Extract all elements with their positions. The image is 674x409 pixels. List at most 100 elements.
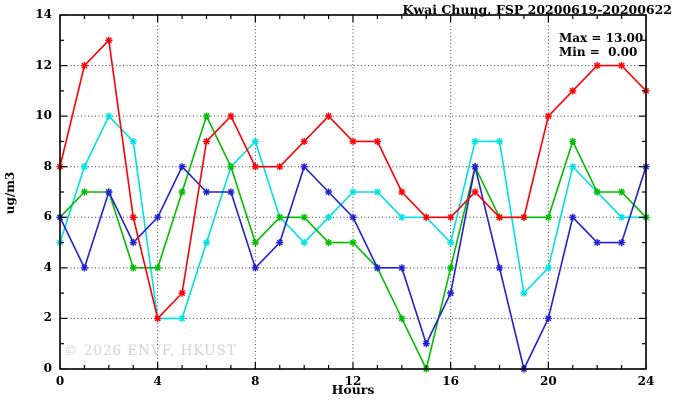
series-cyan-marker xyxy=(202,238,211,247)
series-red-marker xyxy=(251,163,259,171)
series-blue-marker xyxy=(276,238,284,247)
x-axis-label: Hours xyxy=(331,382,375,397)
series-green-marker xyxy=(398,314,406,323)
series-green-marker xyxy=(227,163,235,171)
series-blue-marker xyxy=(471,163,479,171)
series-red-marker xyxy=(178,289,186,297)
series-blue-marker xyxy=(227,188,235,196)
series-green-marker xyxy=(202,112,211,120)
series-green-marker xyxy=(251,238,259,247)
stats-block: Max = 13.00 Min = 0.00 xyxy=(559,31,643,59)
series-red-marker xyxy=(202,137,211,146)
series-green-marker xyxy=(178,188,186,196)
series-red-marker xyxy=(471,188,479,196)
series-green-marker xyxy=(349,238,357,247)
series-blue-marker xyxy=(80,264,89,272)
series-cyan-marker xyxy=(520,289,528,297)
series-red-marker xyxy=(422,213,430,221)
series-green-marker xyxy=(276,213,284,221)
y-tick-label: 2 xyxy=(43,310,52,325)
series-blue-marker xyxy=(617,238,626,247)
series-cyan-marker xyxy=(129,137,137,146)
series-blue-marker xyxy=(349,213,357,221)
series-blue-marker xyxy=(178,163,186,171)
series-green-marker xyxy=(544,213,552,221)
x-tick-label: 20 xyxy=(539,374,557,388)
x-tick-label: 0 xyxy=(55,374,65,388)
series-green-marker xyxy=(447,264,455,272)
series-cyan-marker xyxy=(178,314,186,323)
min-value-label: Min = 0.00 xyxy=(559,45,638,59)
series-green-marker xyxy=(300,213,308,221)
x-tick-label: 4 xyxy=(153,374,162,388)
series-blue-marker xyxy=(569,213,577,221)
series-blue-marker xyxy=(324,188,333,196)
y-tick-label: 4 xyxy=(43,259,52,274)
series-red-marker xyxy=(324,112,333,120)
series-cyan-marker xyxy=(544,264,552,272)
series-green-marker xyxy=(154,264,162,272)
series-red-marker xyxy=(80,61,89,70)
series-blue-marker xyxy=(495,264,504,272)
y-tick-label: 8 xyxy=(43,158,52,173)
series-blue-marker xyxy=(373,264,382,272)
x-tick-label: 24 xyxy=(637,374,655,388)
series-cyan-marker xyxy=(447,238,455,247)
series-red-marker xyxy=(349,137,357,146)
series-green-marker xyxy=(324,238,333,247)
series-cyan-marker xyxy=(105,112,113,120)
y-tick-label: 6 xyxy=(43,209,52,224)
series-red-marker xyxy=(520,213,528,221)
series-red-marker xyxy=(398,188,406,196)
series-cyan-marker xyxy=(617,213,626,221)
series-cyan-marker xyxy=(251,137,259,146)
series-cyan-marker xyxy=(471,137,479,146)
series-blue-marker xyxy=(593,238,601,247)
series-red-marker xyxy=(154,314,162,323)
series-cyan-marker xyxy=(398,213,406,221)
x-tick-label: 16 xyxy=(442,374,459,388)
series-cyan-marker xyxy=(373,188,382,196)
series-red-marker xyxy=(447,213,455,221)
series-green-marker xyxy=(129,264,137,272)
y-tick-label: 12 xyxy=(35,57,52,72)
series-cyan-marker xyxy=(495,137,504,146)
series-red-marker xyxy=(569,87,577,95)
series-red-marker xyxy=(373,137,382,146)
series-red-marker xyxy=(593,61,601,70)
y-tick-label: 10 xyxy=(35,108,52,123)
watermark: © 2026 ENVF, HKUST xyxy=(64,343,237,359)
series-blue-marker xyxy=(129,238,137,247)
series-red-marker xyxy=(129,213,137,221)
series-red-marker xyxy=(300,137,308,146)
series-blue-marker xyxy=(202,188,211,196)
x-tick-label: 12 xyxy=(344,374,362,388)
max-value-label: Max = 13.00 xyxy=(559,31,644,45)
series-cyan-marker xyxy=(324,213,333,221)
series-red-marker xyxy=(495,213,504,221)
series-green-marker xyxy=(569,137,577,146)
series-blue-marker xyxy=(300,163,308,171)
x-tick-label: 8 xyxy=(251,374,260,388)
series-cyan-marker xyxy=(349,188,357,196)
series-blue-marker xyxy=(154,213,162,221)
series-green-marker xyxy=(593,188,601,196)
series-blue-marker xyxy=(447,289,455,297)
series-red-marker xyxy=(105,36,113,44)
series-blue-marker xyxy=(544,314,552,323)
series-blue-marker xyxy=(422,340,430,348)
series-red-marker xyxy=(617,61,626,70)
series-blue-marker xyxy=(105,188,113,196)
y-tick-label: 14 xyxy=(35,7,52,21)
series-cyan-marker xyxy=(569,163,577,171)
series-red-marker xyxy=(276,163,284,171)
series-blue-marker xyxy=(398,264,406,272)
series-blue-marker xyxy=(251,264,259,272)
y-tick-label: 0 xyxy=(43,361,52,375)
y-axis-label: ug/m3 xyxy=(3,171,17,215)
series-red-marker xyxy=(227,112,235,120)
chart-title: Kwai Chung, FSP 20200619-20200622 xyxy=(402,2,672,17)
series-green-marker xyxy=(80,188,89,196)
